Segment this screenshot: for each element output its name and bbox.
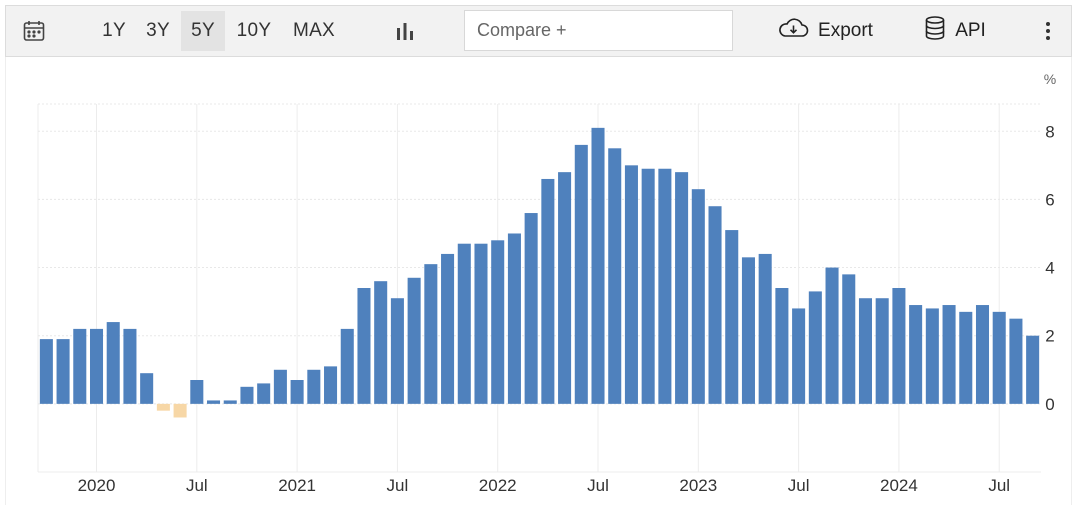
x-tick-label: 2020 [78,476,116,495]
bar-chart: 0 2 4 6 8 2020 Jul 2021 Jul 2022 Jul 2023 Jul 2024 Ju… [37,71,1056,495]
bar-2022-02[interactable] [507,233,521,404]
database-icon [924,15,946,47]
cloud-download-icon [777,17,809,45]
x-tick-label: Jul [788,476,810,495]
bar-2022-12[interactable] [675,172,689,404]
bar-2022-09[interactable] [624,165,638,404]
bar-2022-05[interactable] [558,172,572,404]
chart-area: 0 2 4 6 8 2020 Jul 2021 Jul 2022 Jul 2023 Jul 2024 Ju… [5,57,1072,505]
bar-2019-10[interactable] [39,339,53,404]
bar-2020-07[interactable] [190,380,204,404]
bar-2023-01[interactable] [691,189,705,404]
bar-2023-11[interactable] [858,298,872,404]
bar-2023-05[interactable] [758,253,772,404]
bar-2019-11[interactable] [56,339,70,404]
bar-2022-08[interactable] [608,148,622,404]
bar-2022-01[interactable] [491,240,505,404]
bar-2020-04[interactable] [140,373,154,404]
chart-toolbar: 1Y 3Y 5Y 10Y MAX Export [5,5,1072,57]
x-tick-label: 2024 [880,476,918,495]
bar-2020-06[interactable] [173,403,187,418]
compare-input[interactable] [464,10,733,51]
x-tick-label: Jul [387,476,409,495]
bar-2023-03[interactable] [725,230,739,404]
range-10y-button[interactable]: 10Y [236,20,272,41]
bar-2023-06[interactable] [775,288,789,404]
bar-2021-09[interactable] [424,264,438,404]
x-tick-label: Jul [587,476,609,495]
bar-2020-05[interactable] [156,403,170,411]
bar-2020-09[interactable] [223,400,237,404]
bar-2023-09[interactable] [825,267,839,404]
bar-2022-11[interactable] [658,168,672,404]
bar-2024-09[interactable] [1026,335,1040,404]
bar-2021-08[interactable] [407,277,421,404]
bar-2020-11[interactable] [257,383,271,404]
api-label: API [955,20,986,41]
x-tick-label: 2022 [479,476,517,495]
bar-2022-07[interactable] [591,127,605,404]
bar-2022-10[interactable] [641,168,655,404]
x-tick-label: Jul [186,476,208,495]
bar-2020-01[interactable] [89,328,104,404]
range-1y-button[interactable]: 1Y [102,20,126,41]
x-tick-label: 2021 [278,476,316,495]
range-5y-button[interactable]: 5Y [181,11,225,51]
bar-2023-08[interactable] [808,291,822,404]
bar-2021-05[interactable] [357,288,371,404]
y-tick-label: 2 [1045,327,1054,346]
bar-2024-06[interactable] [975,305,990,404]
y-tick-label: 0 [1045,395,1054,414]
export-label: Export [818,20,873,41]
bar-chart-icon[interactable] [388,6,422,56]
vertical-ellipsis-icon[interactable] [1036,6,1060,56]
api-button[interactable]: API [920,6,990,56]
bar-2019-12[interactable] [73,328,87,404]
bar-2023-07[interactable] [792,308,806,404]
bar-2020-12[interactable] [273,369,287,404]
bar-2023-12[interactable] [875,298,889,404]
bar-2022-06[interactable] [574,144,588,404]
bar-2024-02[interactable] [909,305,923,404]
bar-2023-02[interactable] [708,206,722,404]
y-tick-label: 8 [1045,122,1054,141]
y-tick-label: 4 [1045,259,1054,278]
export-button[interactable]: Export [774,6,876,56]
bar-2023-04[interactable] [741,257,755,404]
bar-2022-03[interactable] [524,213,538,404]
bar-2020-03[interactable] [123,328,137,404]
bar-2021-10[interactable] [441,253,455,404]
bar-2021-11[interactable] [457,243,471,404]
bar-2020-08[interactable] [207,400,221,404]
bar-2021-06[interactable] [374,281,388,404]
x-tick-label: Jul [988,476,1010,495]
bar-2024-03[interactable] [925,308,939,404]
bar-2022-04[interactable] [541,178,555,404]
y-unit-label: % [1044,71,1056,87]
range-3y-button[interactable]: 3Y [146,20,170,41]
range-max-button[interactable]: MAX [292,20,336,41]
bar-2024-05[interactable] [959,311,973,404]
bar-2021-07[interactable] [390,298,404,404]
bar-2021-03[interactable] [324,366,338,404]
bar-2024-08[interactable] [1009,318,1023,404]
bar-2021-01[interactable] [290,380,304,404]
y-tick-label: 6 [1045,190,1054,209]
bar-2020-10[interactable] [240,386,254,404]
bar-2024-04[interactable] [942,305,956,404]
bar-2020-02[interactable] [106,322,120,404]
x-tick-label: 2023 [679,476,717,495]
calendar-icon[interactable] [16,6,52,56]
bar-2021-02[interactable] [307,369,321,404]
bar-2023-10[interactable] [842,274,856,404]
bar-2021-12[interactable] [474,243,488,404]
bar-2024-01[interactable] [892,288,906,404]
bar-2024-07[interactable] [992,311,1006,404]
bar-2021-04[interactable] [340,328,354,404]
